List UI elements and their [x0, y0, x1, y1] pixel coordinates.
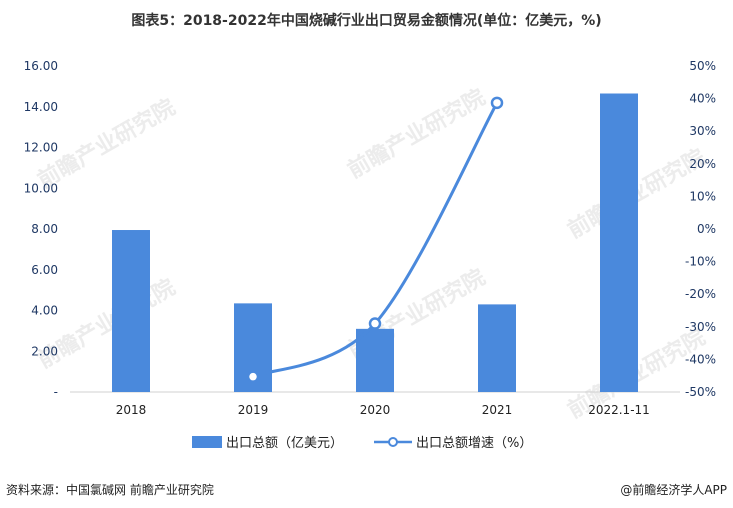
left-axis-tick-label: 2.00: [31, 344, 58, 358]
legend: 出口总额（亿美元） 出口总额增速（%）: [192, 436, 532, 451]
legend-line-label: 出口总额增速（%）: [416, 436, 532, 451]
right-axis-tick-label: -30%: [685, 320, 716, 334]
right-axis-tick-label: -10%: [685, 255, 716, 269]
growth-point: [246, 370, 260, 383]
left-axis-tick-label: 14.00: [24, 100, 58, 114]
bar-series: [112, 93, 638, 392]
x-axis-tick-label: 2018: [116, 403, 147, 417]
left-axis: - 2.00 4.00 6.00 8.00 10.00 12.00 14.00 16.00: [24, 59, 58, 399]
left-axis-tick-label: 12.00: [24, 141, 58, 155]
right-axis-tick-label: 50%: [689, 59, 716, 73]
left-axis-tick-label: 8.00: [31, 222, 58, 236]
left-axis-tick-label: 10.00: [24, 181, 58, 195]
x-axis: 2018 2019 2020 2021 2022.1-11: [116, 403, 650, 417]
x-axis-tick-label: 2020: [360, 403, 391, 417]
line-series: [246, 96, 504, 383]
growth-point: [490, 96, 504, 110]
brand-credit: @前瞻经济学人APP: [620, 483, 727, 497]
left-axis-tick-label: 16.00: [24, 59, 58, 73]
left-axis-tick-label: 4.00: [31, 304, 58, 318]
watermark-text: 前瞻产业研究院: [343, 84, 489, 184]
chart-title: 图表5：2018-2022年中国烧碱行业出口贸易金额情况(单位：亿美元，%): [131, 13, 602, 29]
x-axis-tick-label: 2021: [482, 403, 513, 417]
left-axis-tick-label: -: [54, 385, 58, 399]
bar: [600, 93, 638, 392]
bar: [478, 304, 516, 392]
x-axis-tick-label: 2019: [238, 403, 269, 417]
right-axis-tick-label: 40%: [689, 92, 716, 106]
right-axis-tick-label: -20%: [685, 287, 716, 301]
bar: [356, 328, 394, 392]
source-note: 资料来源：中国氯碱网 前瞻产业研究院: [6, 483, 214, 497]
chart-area: 前瞻产业研究院前瞻产业研究院前瞻产业研究院前瞻产业研究院前瞻产业研究院前瞻产业研…: [24, 59, 716, 451]
right-axis: -50% -40% -30% -20% -10% 0% 10% 20% 30% 40% 50%: [685, 59, 716, 399]
right-axis-tick-label: 0%: [697, 222, 716, 236]
bar: [112, 230, 150, 392]
right-axis-tick-label: 20%: [689, 157, 716, 171]
watermark-text: 前瞻产业研究院: [33, 274, 179, 374]
legend-bar-label: 出口总额（亿美元）: [226, 436, 343, 451]
right-axis-tick-label: -50%: [685, 385, 716, 399]
growth-line: [252, 102, 499, 379]
right-axis-tick-label: 10%: [689, 189, 716, 203]
legend-line-marker: [388, 437, 398, 447]
growth-point: [368, 317, 382, 330]
legend-bar-swatch: [192, 436, 222, 448]
right-axis-tick-label: 30%: [689, 124, 716, 138]
x-axis-tick-label: 2022.1-11: [588, 403, 650, 417]
right-axis-tick-label: -40%: [685, 352, 716, 366]
left-axis-tick-label: 6.00: [31, 263, 58, 277]
